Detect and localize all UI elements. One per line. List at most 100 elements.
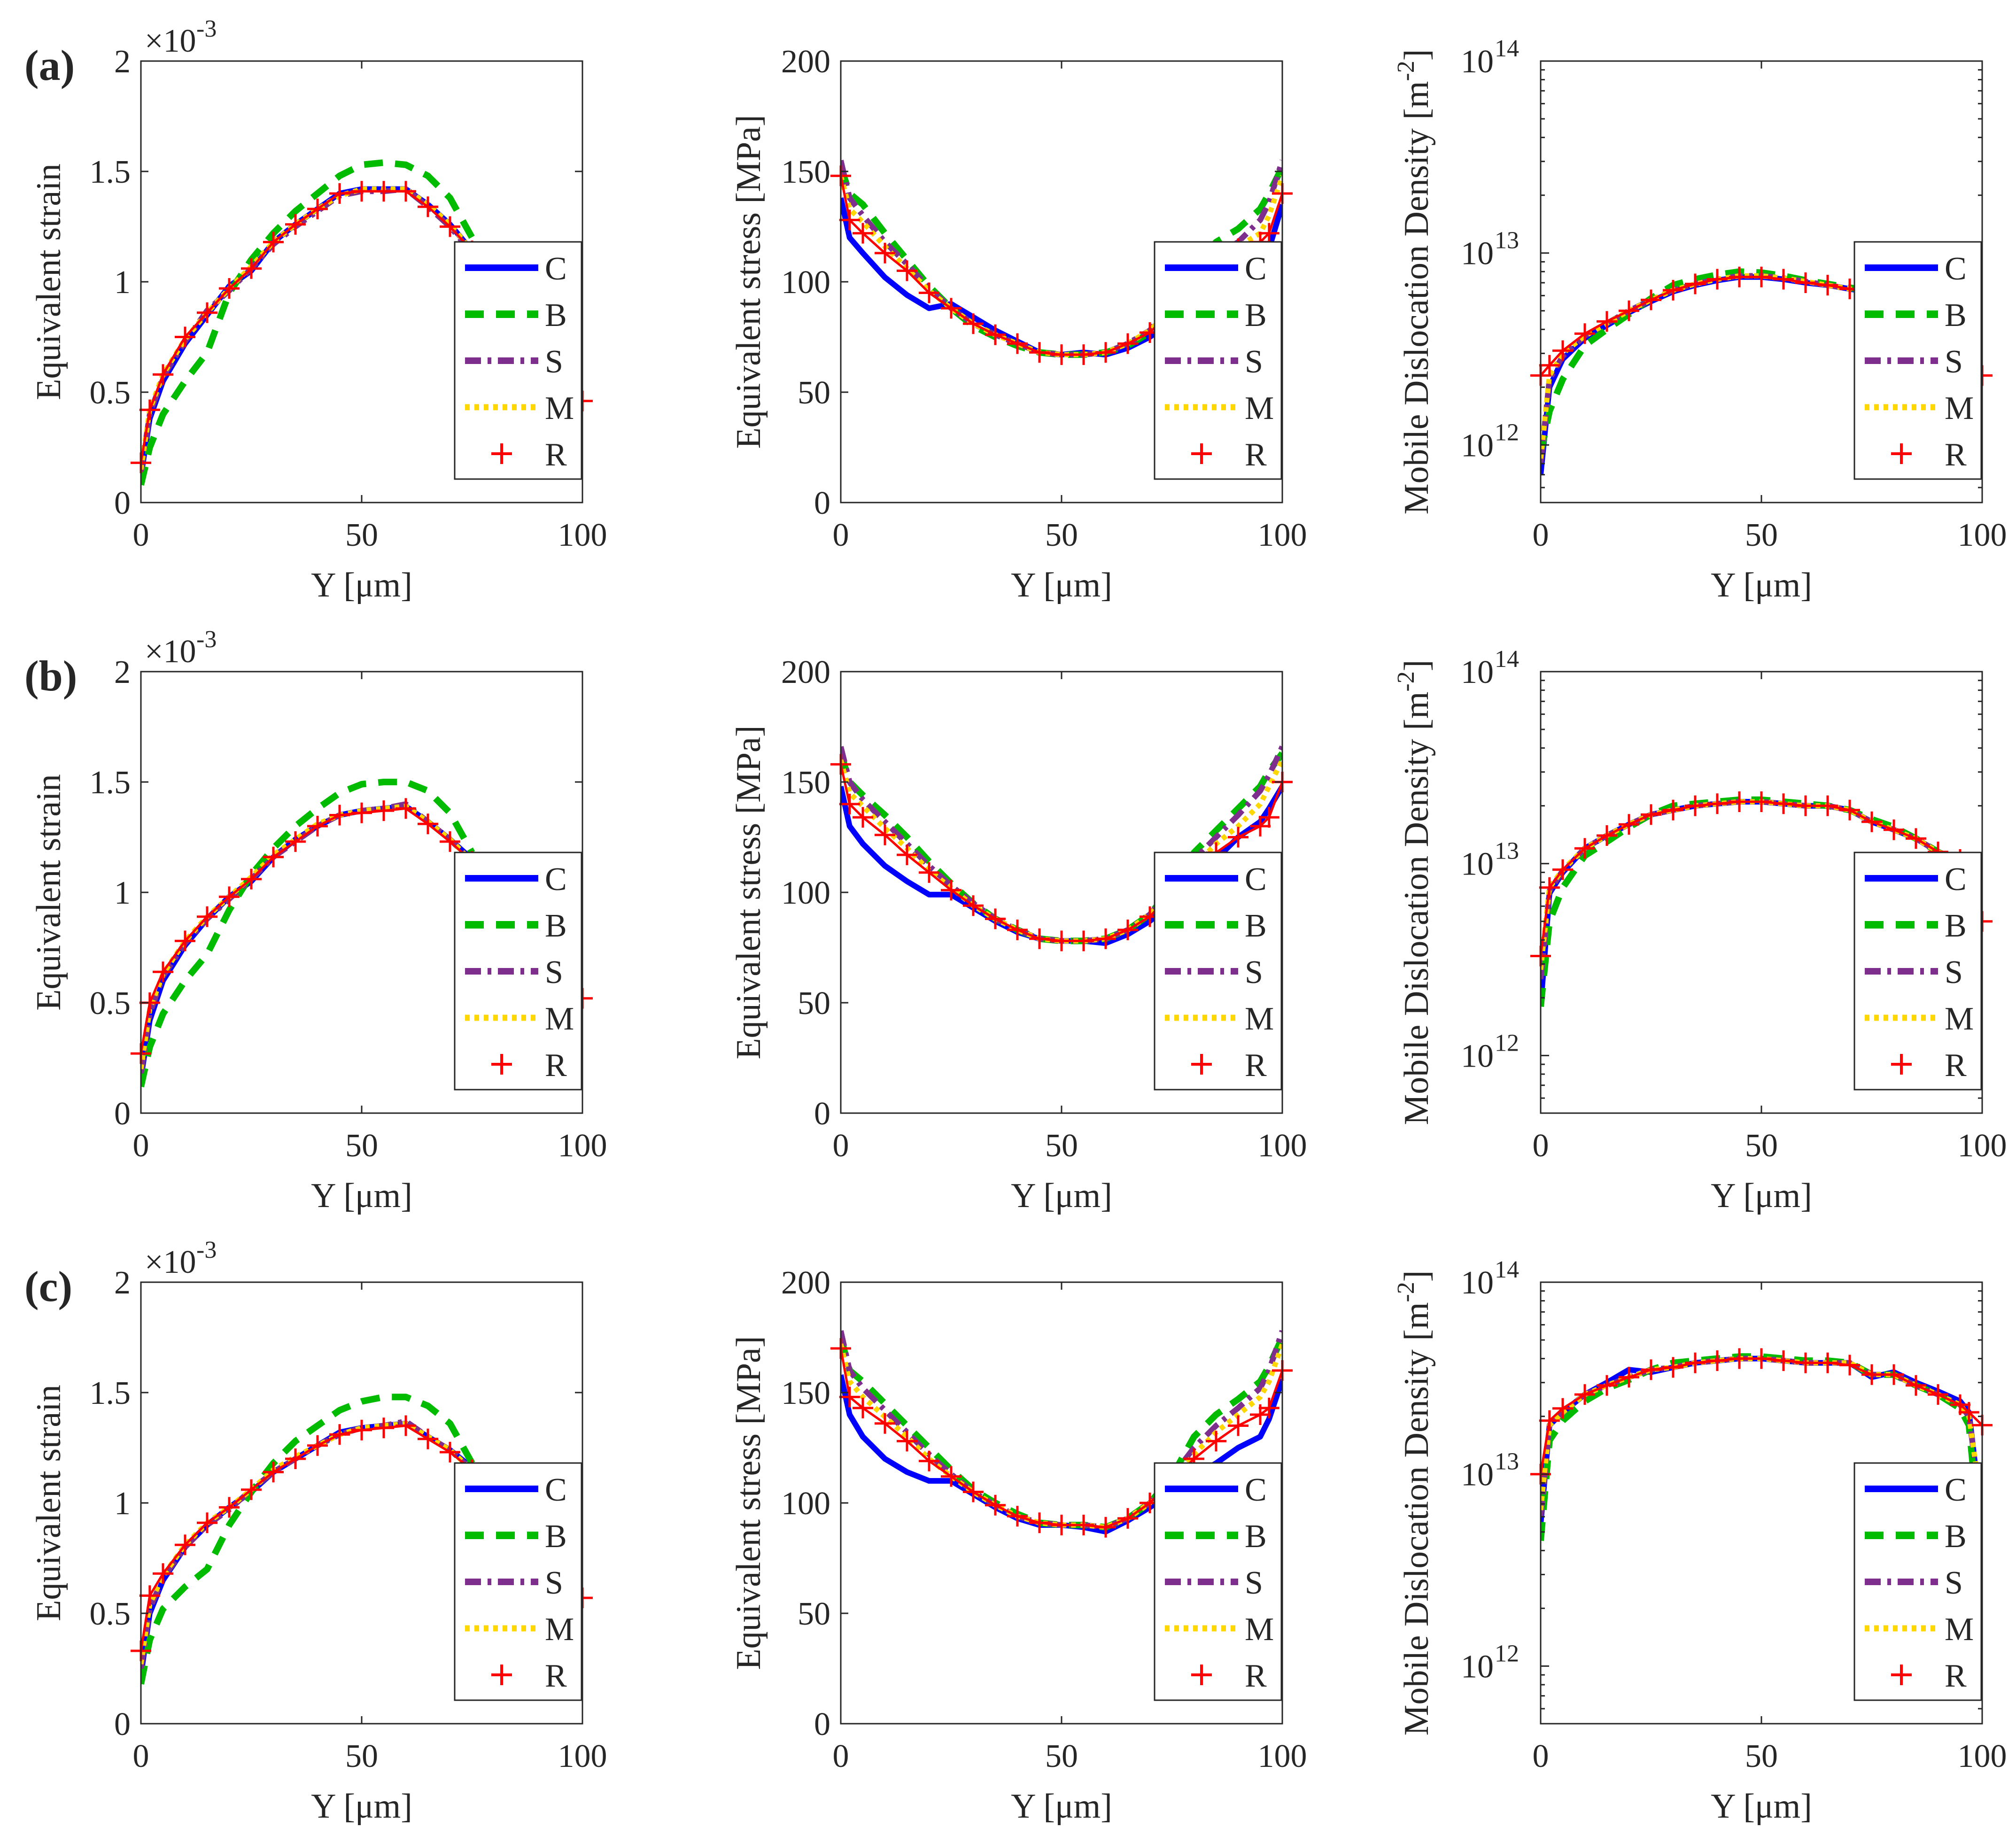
series-line-B: [841, 1336, 1282, 1531]
legend-label-R: R: [1245, 1047, 1267, 1084]
marker-R: [373, 800, 394, 821]
marker-R: [241, 868, 262, 890]
marker-R: [1685, 273, 1706, 294]
y-axis-label-sup: -2: [1393, 1282, 1419, 1302]
marker-R: [153, 1563, 173, 1584]
x-axis-label: Y [μm]: [1011, 1787, 1112, 1826]
marker-R: [329, 1424, 350, 1445]
series-line-M: [841, 1343, 1282, 1530]
x-tick-label: 100: [558, 1738, 607, 1774]
y-tick-label: 1.5: [90, 154, 131, 190]
legend-label-R: R: [1245, 437, 1267, 473]
marker-R: [941, 298, 961, 319]
y-tick-label-base: 10: [1461, 1649, 1494, 1685]
marker-R: [175, 930, 195, 952]
marker-R: [263, 846, 284, 867]
marker-R: [1685, 1352, 1706, 1373]
series-line-M: [841, 759, 1282, 944]
x-tick-label: 0: [133, 517, 149, 553]
y-tick-label-power: 13: [1495, 838, 1519, 865]
y-tick-label: 0: [114, 1096, 131, 1132]
y-tick-label-power: 14: [1495, 35, 1519, 62]
marker-R: [1707, 793, 1728, 814]
y-tick-label: 200: [781, 654, 830, 690]
marker-R: [1051, 1515, 1072, 1535]
legend-label-M: M: [545, 1001, 574, 1037]
chart-b2: 0 50 100 0 50 100 150 200 Y [μm] Equivalent stres…: [729, 654, 1307, 1215]
marker-R: [418, 196, 438, 217]
series-line-M: [1541, 273, 1982, 459]
y-exponent-label: ×10: [145, 1244, 196, 1280]
marker-R: [1751, 791, 1772, 813]
marker-R: [1619, 300, 1639, 321]
marker-R: [963, 1481, 984, 1502]
legend-swatch-R: [1191, 1665, 1212, 1685]
legend-label-C: C: [545, 251, 567, 287]
marker-R: [919, 1450, 939, 1471]
marker-R: [197, 302, 217, 323]
legend-label-C: C: [1945, 251, 1967, 287]
x-axis-label: Y [μm]: [311, 1787, 412, 1826]
marker-R: [1073, 1515, 1094, 1535]
marker-R: [1258, 1397, 1279, 1418]
y-tick-label: 1.5: [90, 765, 131, 801]
legend-label-S: S: [545, 344, 563, 380]
marker-R: [1641, 804, 1661, 825]
marker-R: [1861, 811, 1882, 832]
marker-R: [1958, 1402, 1979, 1423]
marker-R: [1258, 807, 1279, 828]
y-tick-label: 0.5: [90, 1596, 131, 1632]
marker-R: [219, 886, 240, 907]
marker-R: [1707, 1350, 1728, 1371]
y-axis-label: Equivalent strain: [30, 163, 68, 400]
y-axis-label: Mobile Dislocation Density [m-2]: [1393, 1270, 1436, 1736]
legend-label-S: S: [1945, 344, 1963, 380]
y-tick-label: 1: [114, 264, 131, 301]
chart-a1: 0 50 100 0 0.5 1 1.5 2 ×10 -3 Y [μm] Equivalent str…: [30, 15, 607, 604]
legend-swatch-R: [491, 1054, 512, 1075]
marker-R: [1663, 1357, 1683, 1378]
marker-R: [395, 181, 416, 202]
marker-R: [395, 798, 416, 819]
marker-R: [1906, 828, 1926, 849]
marker-R: [307, 1435, 328, 1456]
y-axis-label: Equivalent stress [MPa]: [729, 115, 768, 449]
y-axis-label: Equivalent strain: [30, 1385, 68, 1621]
legend-label-C: C: [1245, 1472, 1267, 1508]
legend-label-C: C: [545, 1472, 567, 1508]
marker-R: [1663, 799, 1683, 821]
marker-R: [219, 1497, 240, 1518]
marker-R: [1861, 1364, 1882, 1385]
x-tick-label: 100: [1258, 1128, 1307, 1164]
marker-R: [1729, 1348, 1750, 1369]
x-tick-label: 100: [1958, 517, 2007, 553]
marker-R: [307, 816, 328, 836]
marker-R: [1729, 791, 1750, 813]
marker-R: [285, 214, 306, 235]
y-tick-label-power: 12: [1495, 1640, 1519, 1667]
marker-R: [1073, 930, 1094, 952]
y-tick-label-power: 14: [1495, 646, 1519, 673]
marker-R: [1117, 919, 1138, 940]
marker-R: [897, 844, 917, 866]
marker-R: [1206, 1431, 1226, 1452]
x-tick-label: 100: [1958, 1128, 2007, 1164]
x-tick-label: 50: [1045, 1128, 1078, 1164]
legend-label-M: M: [1245, 1001, 1274, 1037]
marker-R: [153, 364, 173, 385]
x-tick-label: 0: [133, 1128, 149, 1164]
marker-R: [839, 794, 860, 814]
x-tick-label: 100: [558, 517, 607, 553]
legend-label-C: C: [545, 861, 567, 898]
legend-label-B: B: [1945, 297, 1967, 333]
legend-label-M: M: [1245, 1611, 1274, 1648]
x-tick-label: 50: [345, 517, 378, 553]
marker-R: [175, 1534, 195, 1556]
marker-R: [1729, 266, 1750, 287]
